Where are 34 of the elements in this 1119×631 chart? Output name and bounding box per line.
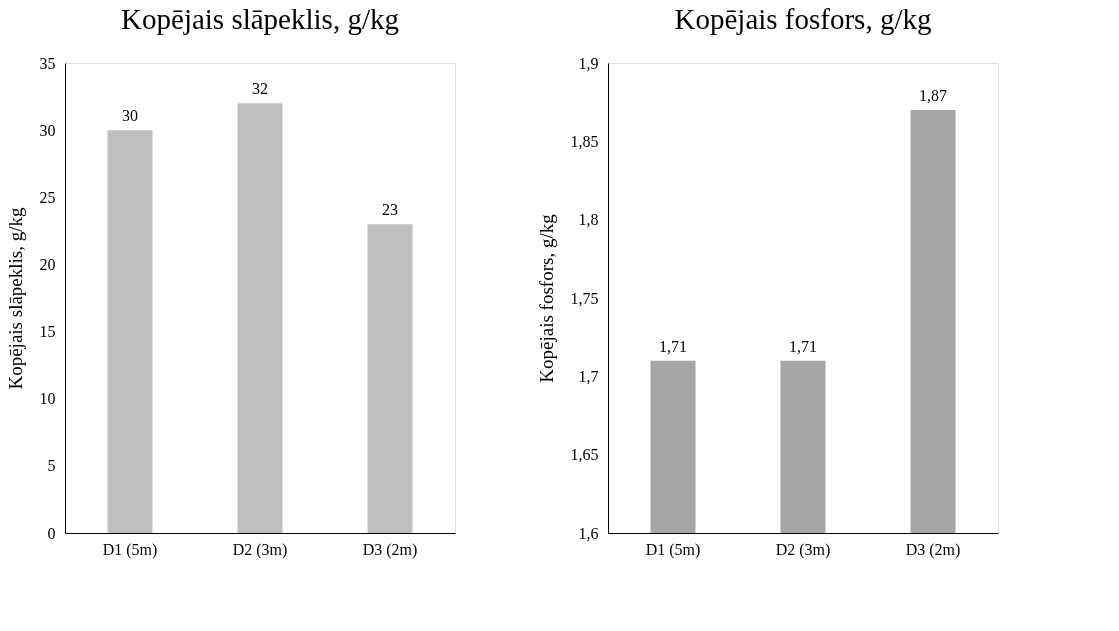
y-tick-label: 30 bbox=[39, 121, 56, 139]
x-tick-label: D1 (5m) bbox=[645, 540, 701, 559]
y-tick-label: 25 bbox=[39, 188, 56, 206]
y-tick-label: 0 bbox=[47, 524, 56, 542]
x-tick-label: D2 (3m) bbox=[775, 540, 831, 559]
y-axis-title: Kopējais slāpeklis, g/kg bbox=[4, 206, 26, 390]
x-tick-label: D1 (5m) bbox=[102, 540, 158, 559]
chart-title: Kopējais fosfors, g/kg bbox=[674, 3, 932, 35]
y-tick-label: 1,65 bbox=[570, 446, 599, 464]
y-tick-label: 1,6 bbox=[578, 524, 599, 542]
y-tick-label: 1,8 bbox=[578, 211, 599, 229]
data-label: 23 bbox=[382, 201, 398, 219]
y-tick-label: 15 bbox=[39, 323, 56, 341]
data-label: 1,71 bbox=[659, 337, 687, 355]
data-label: 30 bbox=[122, 107, 138, 125]
data-label: 1,87 bbox=[919, 87, 947, 104]
data-label: 1,71 bbox=[789, 337, 817, 355]
y-tick-label: 10 bbox=[39, 390, 56, 408]
y-tick-label: 1,7 bbox=[578, 367, 599, 385]
bar bbox=[237, 103, 283, 533]
chart-title: Kopējais slāpeklis, g/kg bbox=[121, 3, 399, 35]
y-tick-label: 5 bbox=[47, 457, 56, 475]
y-tick-label: 20 bbox=[39, 255, 56, 273]
y-axis-title: Kopējais fosfors, g/kg bbox=[535, 213, 557, 383]
y-tick-label: 1,85 bbox=[570, 132, 599, 150]
bar bbox=[367, 224, 413, 533]
x-tick-label: D3 (2m) bbox=[362, 540, 418, 559]
x-tick-label: D3 (2m) bbox=[905, 540, 961, 559]
y-tick-label: 1,75 bbox=[570, 289, 599, 307]
bar bbox=[107, 130, 153, 533]
y-tick-label: 1,9 bbox=[578, 54, 599, 72]
x-tick-label: D2 (3m) bbox=[232, 540, 288, 559]
data-label: 32 bbox=[252, 80, 268, 98]
y-tick-label: 35 bbox=[39, 54, 56, 72]
